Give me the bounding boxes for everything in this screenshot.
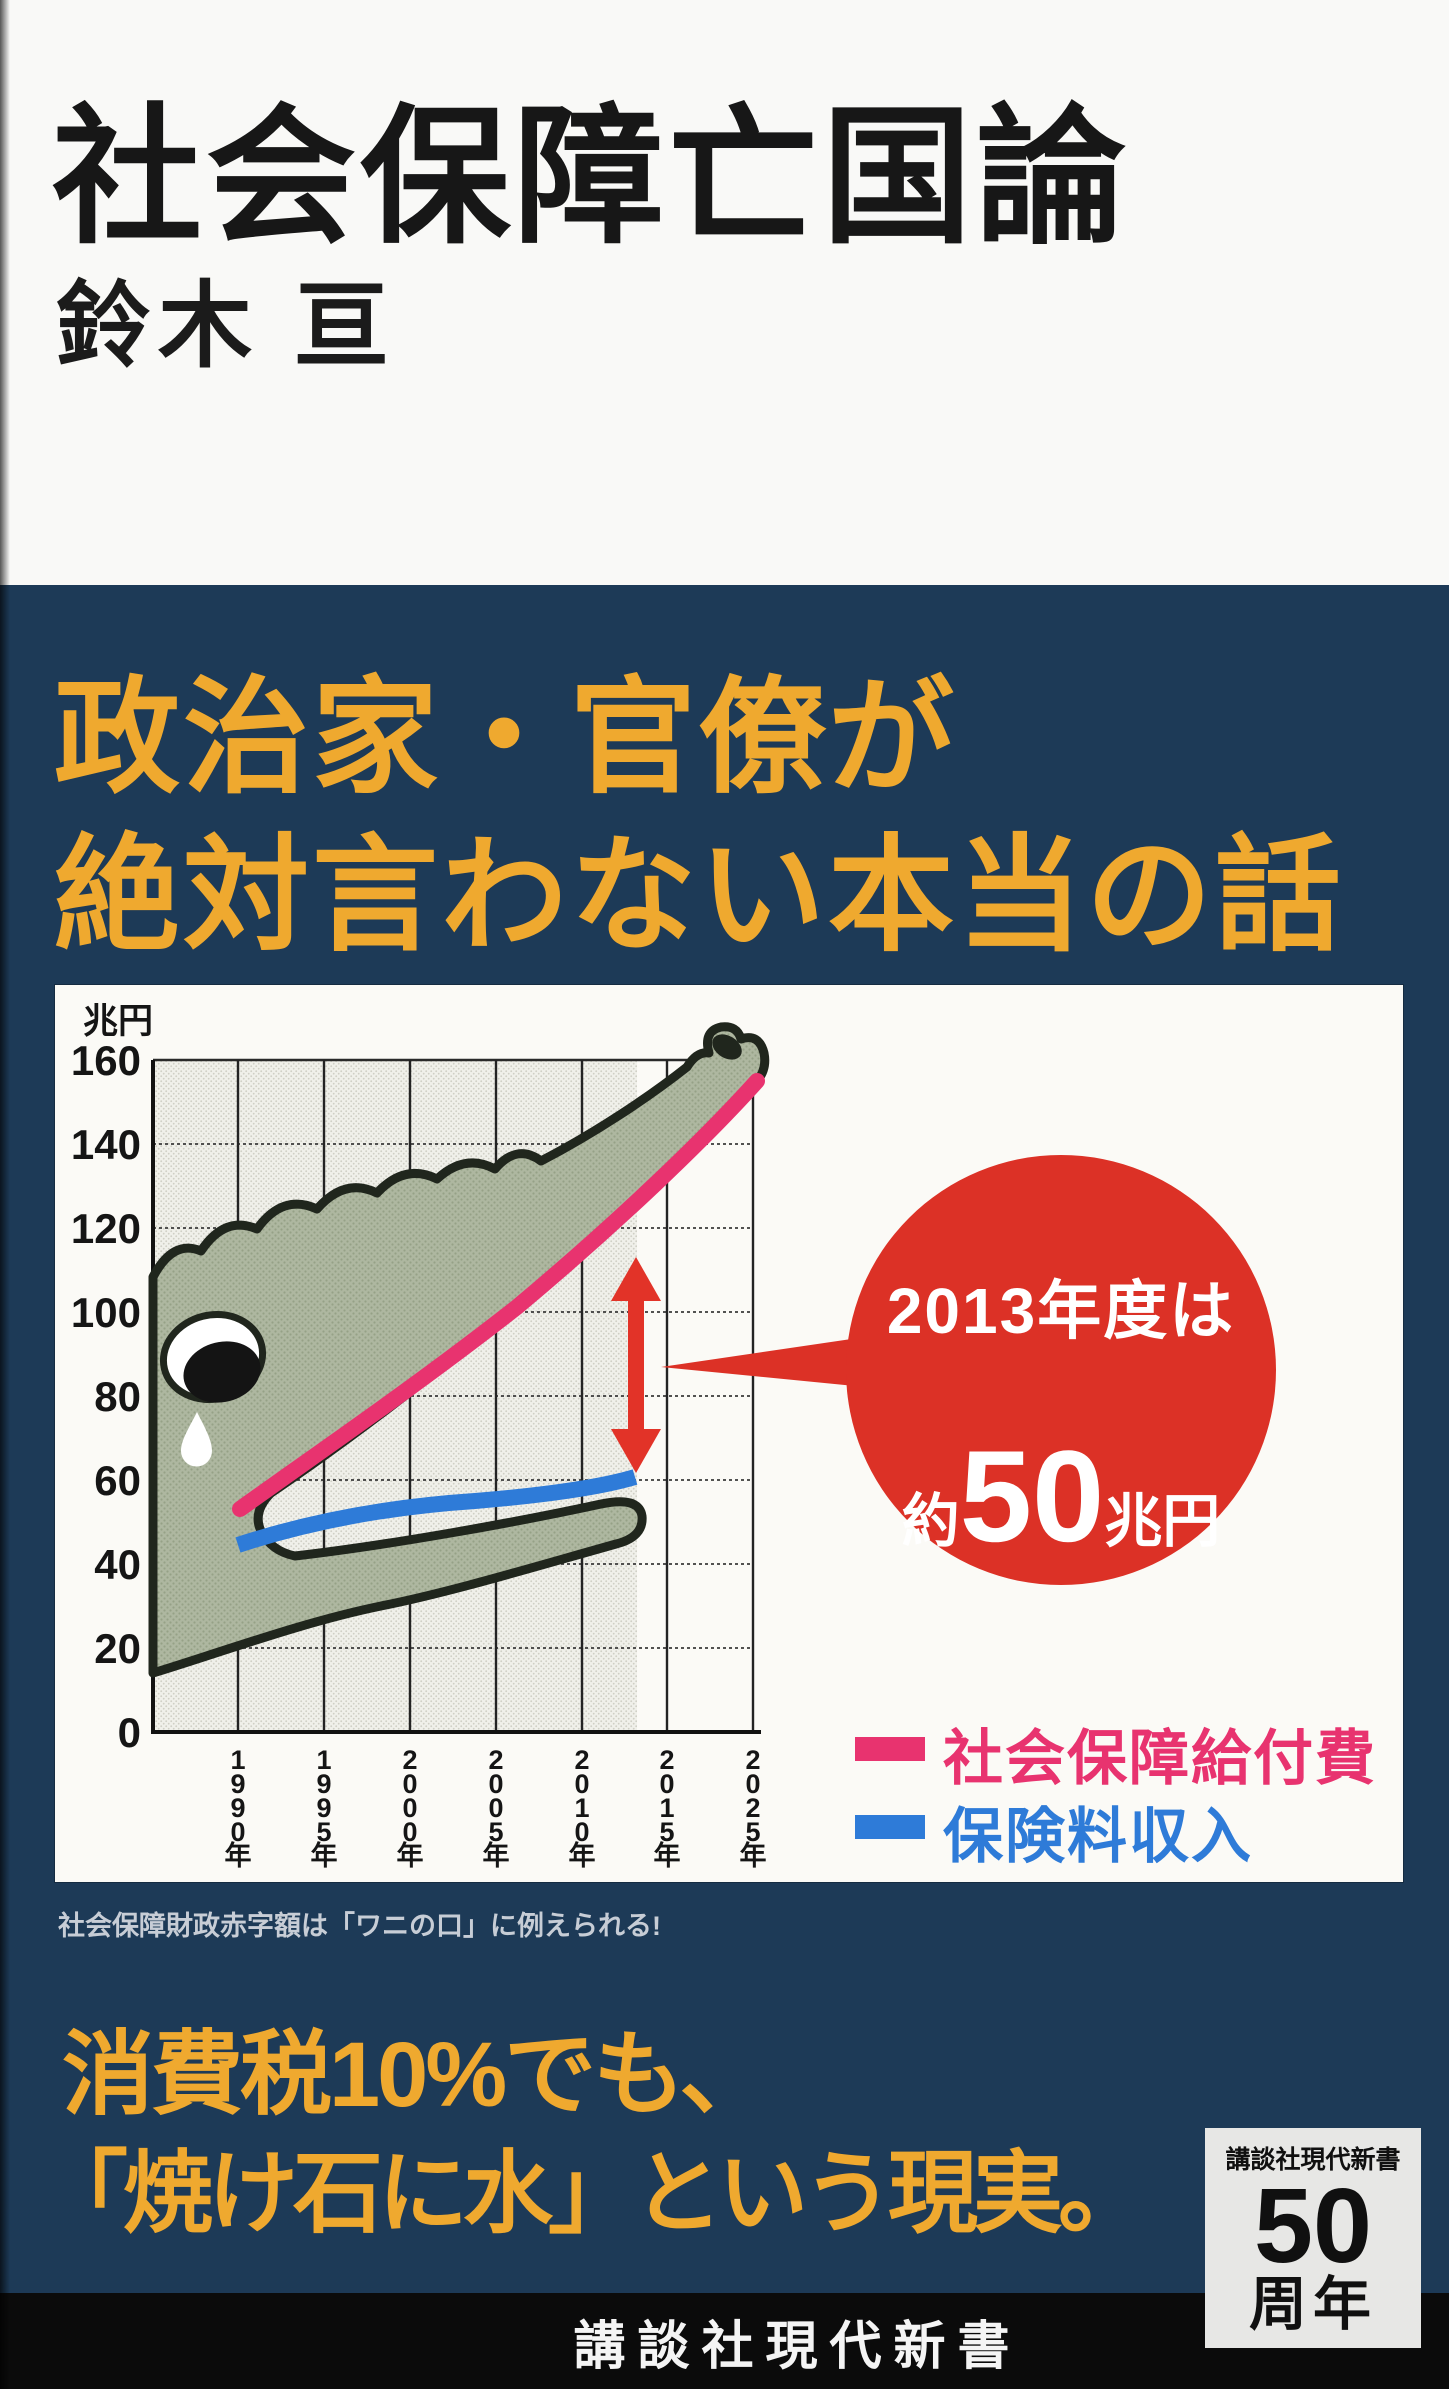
tagline-line2: 絶対言わない本当の話 [54,825,1344,966]
y-tick-label: 60 [94,1457,141,1504]
spine-shadow [0,0,10,2389]
y-tick-label: 140 [71,1121,141,1168]
x-axis-ticks: 1 9 9 0 年 1 9 9 5 年 2 0 0 0 年 2 0 0 5 年 2 0 1 0 年 2 0 1 5 年 2 0 2 5 年 [225,1745,767,1871]
bottom-copy-line1: 消費税10%でも、 [62,2024,771,2126]
top-white-section: 社会保障亡国論 鈴木 亘 [0,0,1449,585]
crocodile-nostril [712,1034,742,1060]
y-axis-ticks: 0 20 40 60 80 100 120 140 160 [71,1037,141,1756]
benefits-line [232,1073,765,1517]
publisher-name: 講談社現代新書 [573,2317,1022,2376]
anniversary-publisher: 講談社現代新書 [1225,2146,1401,2174]
book-author: 鈴木 亘 [56,273,397,378]
premium-line [235,1469,638,1553]
annotation-bubble: 2013年度は 約50兆円 [661,1155,1276,1585]
y-tick-label: 20 [94,1625,141,1672]
crocodile-pupil [183,1341,261,1403]
anniversary-badge: 講談社現代新書 50 周年 [1205,2128,1421,2348]
legend-swatch-premium [855,1815,925,1839]
chart-legend: 社会保障給付費 保険料収入 [855,1725,1377,1870]
book-title: 社会保障亡国論 [52,93,1131,261]
y-tick-label: 100 [71,1289,141,1336]
legend-label-premium: 保険料収入 [943,1803,1253,1870]
y-axis-unit: 兆円 [83,1002,153,1041]
gap-arrow [611,1257,661,1473]
chart-caption: 社会保障財政赤字額は「ワニの口」に例えられる! [58,1911,661,1941]
anniversary-number: 50 [1254,2167,1372,2285]
tagline-line1: 政治家・官僚が [54,667,957,808]
bubble-tail [661,1337,865,1387]
wani-no-kuchi-chart: 2013年度は 約50兆円 兆円 0 20 40 60 80 100 120 140 160 1… [71,1002,1377,1871]
y-tick-label: 40 [94,1541,141,1588]
crocodile-tear [181,1412,212,1467]
bubble-circle [846,1155,1276,1585]
anniversary-unit: 周年 [1248,2271,1377,2337]
bubble-text-line2: 約50兆円 [902,1423,1221,1569]
legend-swatch-benefits [855,1737,925,1761]
bubble-text-line1: 2013年度は [887,1275,1235,1347]
y-tick-label: 120 [71,1205,141,1252]
bottom-copy-line2: 「焼け石に水」という現実。 [38,2144,1148,2244]
y-tick-label: 160 [71,1037,141,1084]
y-tick-label: 0 [118,1709,141,1756]
legend-label-benefits: 社会保障給付費 [943,1725,1377,1792]
y-tick-label: 80 [94,1373,141,1420]
chart-panel: 2013年度は 約50兆円 兆円 0 20 40 60 80 100 120 140 160 1… [55,985,1403,1882]
